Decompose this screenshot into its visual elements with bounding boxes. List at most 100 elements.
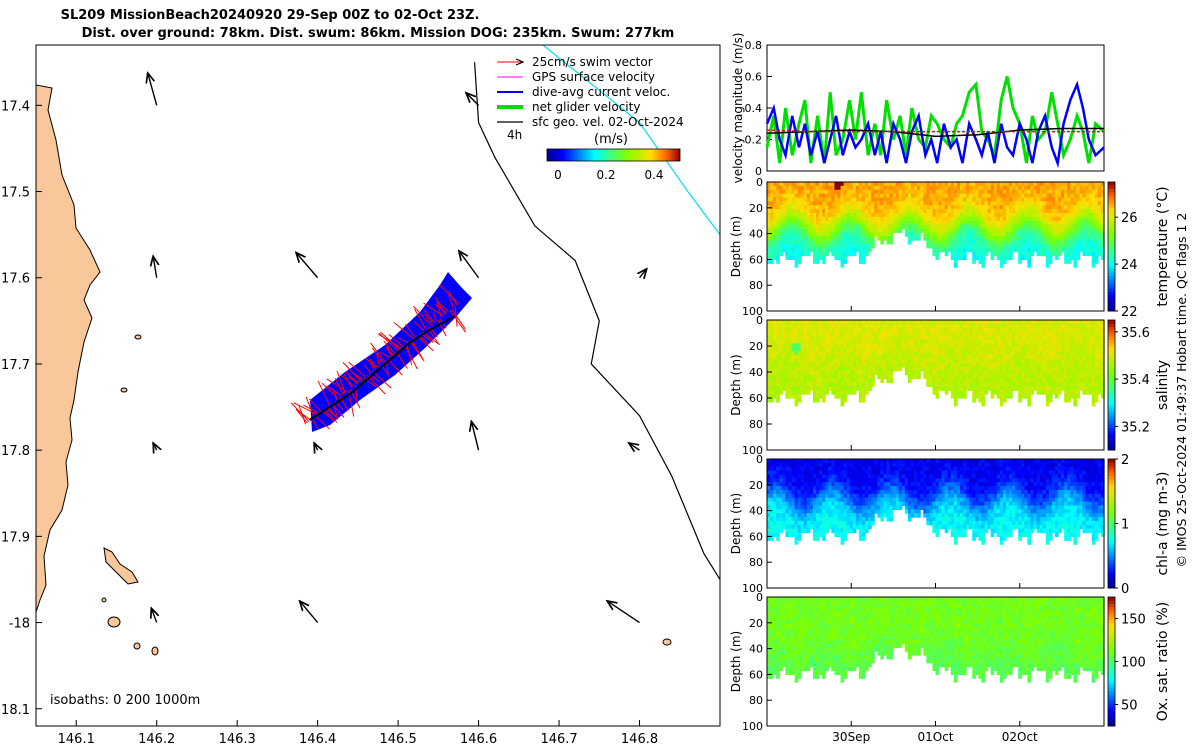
section-cell bbox=[993, 220, 998, 226]
section-cell bbox=[877, 212, 881, 218]
section-cell bbox=[1088, 228, 1093, 233]
section-cell bbox=[831, 520, 835, 526]
section-cell bbox=[953, 398, 958, 403]
section-cell bbox=[917, 224, 921, 230]
section-cell bbox=[935, 331, 940, 337]
section-cell bbox=[803, 243, 808, 249]
section-cell bbox=[834, 359, 839, 364]
section-cell bbox=[1094, 240, 1099, 245]
section-cell bbox=[960, 378, 964, 383]
section-cell bbox=[883, 347, 888, 352]
section-cell bbox=[944, 390, 949, 395]
section-cell bbox=[871, 335, 875, 341]
section-cell bbox=[855, 247, 860, 253]
section-cell bbox=[886, 236, 891, 241]
section-cell bbox=[1064, 386, 1068, 391]
section-cell bbox=[996, 201, 1001, 206]
section-cell bbox=[914, 327, 918, 333]
section-cell bbox=[803, 378, 808, 383]
section-cell bbox=[785, 323, 790, 329]
section-cell bbox=[1097, 378, 1102, 383]
section-cell bbox=[1070, 224, 1074, 230]
swim-vector bbox=[454, 306, 458, 327]
section-cell bbox=[788, 224, 793, 230]
section-cell bbox=[1091, 370, 1096, 376]
section-cell bbox=[840, 197, 845, 202]
section-cell bbox=[972, 251, 976, 257]
section-cell bbox=[837, 362, 842, 368]
section-cell bbox=[822, 347, 826, 352]
section-cell bbox=[944, 374, 949, 380]
section-cell bbox=[773, 236, 777, 241]
section-cell bbox=[825, 347, 829, 352]
section-cell bbox=[822, 216, 826, 222]
section-cell bbox=[966, 243, 970, 249]
section-cell bbox=[812, 224, 817, 230]
section-cell bbox=[947, 335, 952, 341]
section-cell bbox=[825, 478, 829, 483]
section-cell bbox=[987, 366, 992, 372]
section-cell bbox=[785, 201, 790, 206]
section-cell bbox=[858, 193, 863, 199]
section-cell bbox=[770, 493, 774, 499]
section-cell bbox=[797, 216, 802, 222]
section-cell bbox=[892, 359, 897, 364]
section-cell bbox=[846, 205, 851, 210]
section-cell bbox=[929, 182, 934, 187]
section-cell bbox=[819, 517, 823, 522]
section-cell bbox=[797, 355, 802, 360]
section-cell bbox=[1094, 220, 1099, 226]
section-cell bbox=[883, 327, 888, 333]
section-cell bbox=[944, 236, 949, 241]
section-cell bbox=[788, 323, 793, 329]
section-cell bbox=[825, 509, 829, 514]
section-cell bbox=[852, 216, 857, 222]
section-cell bbox=[1030, 182, 1035, 187]
section-cell bbox=[999, 185, 1004, 191]
section-cell bbox=[849, 209, 854, 214]
section-cell bbox=[803, 382, 808, 387]
section-cell bbox=[1088, 224, 1093, 230]
section-cell bbox=[944, 228, 949, 233]
section-cell bbox=[1076, 331, 1081, 337]
section-cell bbox=[1051, 189, 1056, 195]
section-cell bbox=[1045, 240, 1050, 245]
section-cell bbox=[963, 236, 967, 241]
section-cell bbox=[1036, 228, 1041, 233]
section-cell bbox=[892, 182, 897, 187]
section-cell bbox=[1061, 343, 1065, 348]
legend-entry-net: net glider velocity bbox=[532, 100, 640, 114]
section-cell bbox=[877, 216, 881, 222]
section-cell bbox=[822, 398, 826, 403]
section-cell bbox=[932, 370, 937, 376]
section-cell bbox=[907, 232, 912, 237]
section-cell bbox=[828, 323, 832, 329]
section-cell bbox=[779, 478, 783, 483]
section-cell bbox=[917, 355, 921, 360]
section-cell bbox=[794, 201, 799, 206]
section-cell bbox=[990, 327, 995, 333]
section-cell bbox=[1048, 212, 1053, 218]
section-cell bbox=[809, 236, 814, 241]
section-cell bbox=[831, 182, 835, 187]
section-cell bbox=[773, 201, 777, 206]
section-cell bbox=[822, 220, 826, 226]
section-cell bbox=[1073, 390, 1078, 395]
section-cell bbox=[803, 331, 808, 337]
section-cell bbox=[779, 193, 783, 199]
section-cell bbox=[822, 486, 826, 491]
section-cell bbox=[1061, 185, 1065, 191]
section-cell bbox=[1085, 224, 1090, 230]
section-cell bbox=[1021, 255, 1025, 260]
section-cell bbox=[1058, 327, 1062, 333]
section-cell bbox=[785, 193, 790, 199]
section-cell bbox=[825, 216, 829, 222]
section-cell bbox=[1012, 247, 1016, 253]
section-cell bbox=[767, 528, 771, 534]
section-cell bbox=[1079, 355, 1084, 360]
section-cell bbox=[1051, 382, 1056, 387]
section-cell bbox=[920, 339, 924, 344]
section-cell bbox=[1082, 362, 1087, 368]
section-cell bbox=[794, 339, 799, 344]
section-cell bbox=[779, 232, 783, 237]
